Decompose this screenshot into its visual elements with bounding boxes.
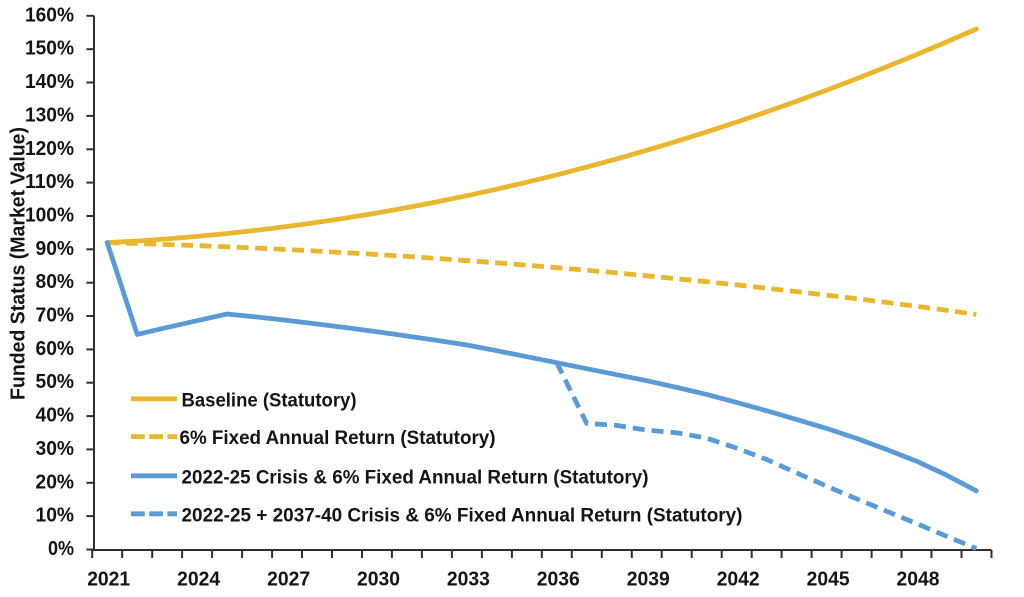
svg-text:6% Fixed Annual Return (Statut: 6% Fixed Annual Return (Statutory) <box>180 427 496 449</box>
svg-text:60%: 60% <box>36 337 75 360</box>
svg-text:160%: 160% <box>25 3 74 26</box>
svg-text:2030: 2030 <box>357 568 400 591</box>
svg-text:2022-25 Crisis & 6% Fixed Annu: 2022-25 Crisis & 6% Fixed Annual Return … <box>182 466 649 488</box>
svg-text:2045: 2045 <box>807 568 850 591</box>
svg-text:2024: 2024 <box>177 568 221 591</box>
svg-text:130%: 130% <box>25 103 74 126</box>
svg-text:70%: 70% <box>36 304 75 327</box>
svg-text:30%: 30% <box>36 437 75 460</box>
svg-text:2021: 2021 <box>87 568 130 591</box>
svg-text:2036: 2036 <box>537 568 580 591</box>
svg-text:2033: 2033 <box>447 568 490 591</box>
svg-text:2039: 2039 <box>627 568 670 591</box>
svg-text:10%: 10% <box>36 504 75 527</box>
svg-text:Baseline (Statutory): Baseline (Statutory) <box>182 389 357 411</box>
svg-text:120%: 120% <box>25 137 74 160</box>
svg-text:90%: 90% <box>36 237 75 260</box>
svg-text:50%: 50% <box>36 370 75 393</box>
svg-text:40%: 40% <box>36 404 75 427</box>
svg-text:110%: 110% <box>25 170 74 193</box>
svg-text:2027: 2027 <box>267 568 310 591</box>
svg-text:20%: 20% <box>36 470 75 493</box>
svg-text:100%: 100% <box>25 204 74 227</box>
svg-text:Funded Status (Market Value): Funded Status (Market Value) <box>8 127 30 400</box>
svg-text:80%: 80% <box>36 270 75 293</box>
svg-text:0%: 0% <box>48 537 74 560</box>
svg-text:2042: 2042 <box>717 568 760 591</box>
svg-text:2048: 2048 <box>897 568 940 591</box>
svg-text:2022-25 + 2037-40 Crisis & 6%: 2022-25 + 2037-40 Crisis & 6% Fixed Annu… <box>182 504 743 526</box>
svg-text:140%: 140% <box>25 70 74 93</box>
svg-text:150%: 150% <box>25 37 74 60</box>
